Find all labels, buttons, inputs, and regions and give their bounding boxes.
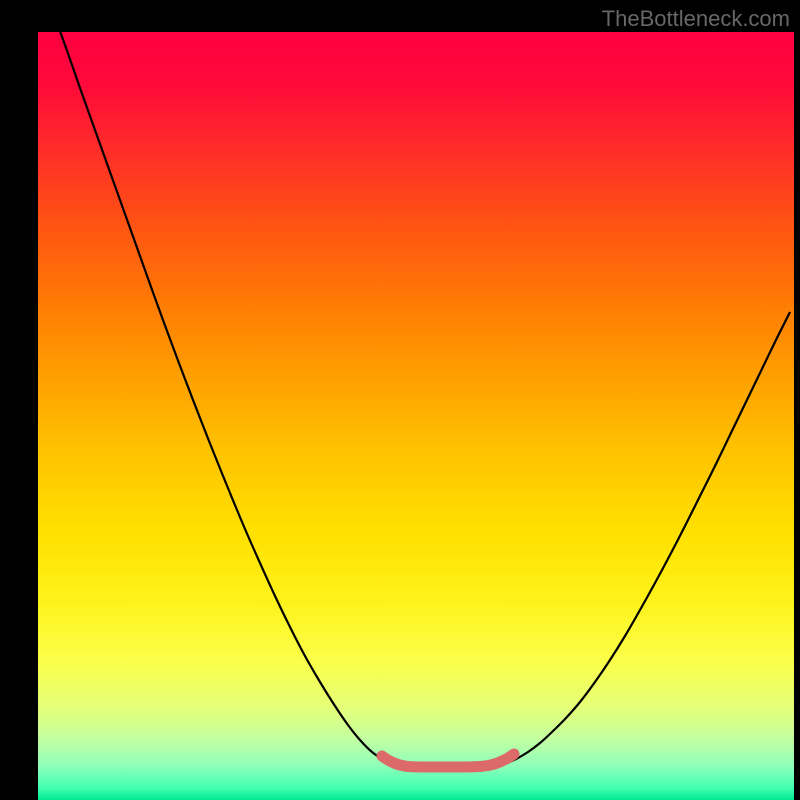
chart-container: TheBottleneck.com (0, 0, 800, 800)
optimal-range-accent (382, 754, 514, 767)
watermark-text: TheBottleneck.com (602, 6, 790, 32)
plot-area (38, 32, 794, 800)
bottleneck-curve (52, 32, 790, 768)
chart-svg (38, 32, 794, 800)
